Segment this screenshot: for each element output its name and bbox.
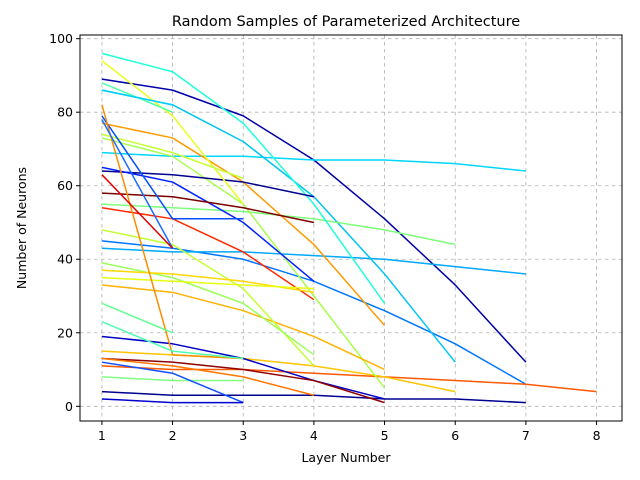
series-line-27 bbox=[101, 115, 244, 220]
series-line-34 bbox=[101, 89, 173, 106]
series-line-10 bbox=[101, 52, 386, 304]
x-axis-ticks: 1 2 3 4 5 6 7 8 bbox=[98, 421, 601, 443]
series-line-17 bbox=[101, 166, 315, 282]
series-line-31 bbox=[101, 361, 244, 404]
x-tick-label: 8 bbox=[593, 428, 601, 443]
series-line-32 bbox=[101, 398, 244, 404]
y-tick-label: 60 bbox=[57, 178, 73, 193]
series-line-18 bbox=[101, 192, 315, 224]
series-line-13 bbox=[101, 284, 385, 371]
series-line-19 bbox=[101, 207, 315, 301]
y-tick-label: 40 bbox=[57, 252, 73, 267]
series-line-4 bbox=[101, 247, 526, 275]
series-line-7 bbox=[101, 89, 456, 363]
x-tick-label: 6 bbox=[451, 428, 459, 443]
series-line-35 bbox=[101, 119, 174, 249]
series-line-8 bbox=[101, 203, 456, 246]
y-tick-label: 100 bbox=[49, 31, 73, 46]
x-tick-label: 2 bbox=[169, 428, 177, 443]
chart-title: Random Samples of Parameterized Architec… bbox=[172, 14, 520, 30]
x-tick-label: 5 bbox=[381, 428, 389, 443]
y-axis-label: Number of Neurons bbox=[14, 167, 29, 289]
x-tick-label: 4 bbox=[310, 428, 318, 443]
y-tick-label: 20 bbox=[57, 325, 73, 340]
series-line-29 bbox=[101, 376, 244, 382]
series-line-37 bbox=[101, 302, 173, 334]
series-line-15 bbox=[101, 357, 385, 404]
y-tick-label: 80 bbox=[57, 105, 73, 120]
plot-frame bbox=[79, 34, 623, 422]
series-lines bbox=[101, 52, 597, 404]
series-line-36 bbox=[101, 174, 174, 249]
x-tick-label: 7 bbox=[522, 428, 530, 443]
series-line-9 bbox=[101, 350, 456, 393]
series-line-20 bbox=[101, 229, 315, 367]
grid-lines bbox=[80, 35, 622, 421]
series-line-28 bbox=[101, 104, 244, 360]
series-line-24 bbox=[101, 357, 315, 396]
series-line-25 bbox=[101, 60, 244, 205]
series-line-21 bbox=[101, 262, 315, 356]
x-tick-label: 3 bbox=[239, 428, 247, 443]
series-line-23 bbox=[101, 276, 314, 290]
series-line-26 bbox=[101, 133, 244, 180]
series-line-16 bbox=[101, 170, 315, 198]
y-tick-label: 0 bbox=[65, 399, 73, 414]
y-axis-ticks: 0 20 40 60 80 100 bbox=[49, 31, 80, 414]
series-line-30 bbox=[101, 321, 244, 360]
series-line-6 bbox=[101, 365, 597, 393]
x-tick-label: 1 bbox=[98, 428, 106, 443]
x-axis-label: Layer Number bbox=[301, 450, 391, 465]
